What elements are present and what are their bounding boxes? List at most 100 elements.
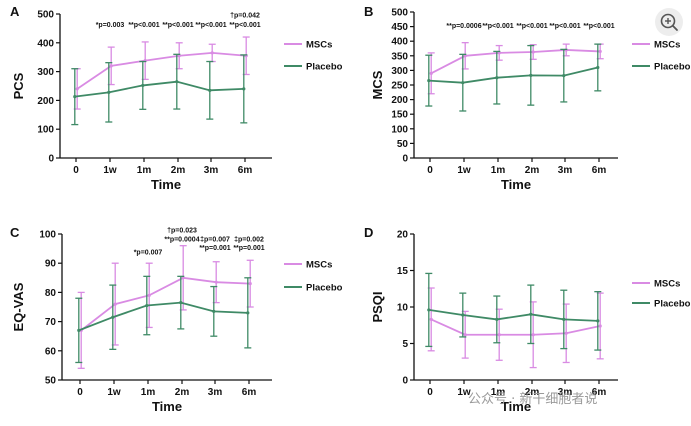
series-mscs <box>73 36 250 110</box>
significance-annotation: **p<0.001 <box>195 22 226 29</box>
significance-annotation: **p<0.001 <box>482 23 513 30</box>
significance-annotation: **p=0.001 <box>233 245 264 252</box>
data-point <box>141 83 145 88</box>
legend-label: MSCs <box>306 260 332 271</box>
data-point <box>73 95 77 99</box>
y-tick-label: 100 <box>391 124 408 135</box>
legend-label: MSCs <box>306 40 332 51</box>
y-tick-label: 20 <box>397 230 409 241</box>
data-point <box>179 301 183 305</box>
data-point <box>147 293 151 297</box>
x-axis-title: Time <box>152 399 182 414</box>
y-tick-label: 0 <box>402 154 408 165</box>
data-point <box>495 76 499 80</box>
series-line <box>428 309 598 322</box>
significance-annotation: **p<0.001 <box>229 22 260 29</box>
data-point <box>210 51 214 55</box>
x-tick-label: 1w <box>457 387 471 398</box>
x-axis-title: Time <box>501 399 531 414</box>
x-tick-label: 6m <box>592 165 607 176</box>
data-point <box>531 50 535 54</box>
series-line <box>80 276 251 332</box>
y-tick-label: 200 <box>391 95 408 106</box>
data-point <box>429 71 433 75</box>
zoom-button[interactable] <box>655 8 683 36</box>
y-axis-title: PSQI <box>370 291 385 322</box>
significance-annotation: **p<0.001 <box>128 22 159 29</box>
data-point <box>113 302 117 306</box>
series-mscs <box>427 42 604 95</box>
data-point <box>208 88 212 92</box>
series-mscs <box>77 245 254 369</box>
x-tick-label: 2m <box>171 165 186 176</box>
x-tick-label: 1m <box>137 165 152 176</box>
y-tick-label: 50 <box>397 139 409 150</box>
data-point <box>461 81 465 85</box>
data-point <box>242 87 246 91</box>
data-point <box>75 87 79 91</box>
y-tick-label: 250 <box>391 81 408 92</box>
legend-label: MSCs <box>654 40 680 51</box>
x-tick-label: 0 <box>77 387 83 398</box>
x-tick-label: 1m <box>491 165 506 176</box>
x-tick-label: 3m <box>558 387 573 398</box>
y-tick-label: 150 <box>391 110 408 121</box>
legend-label: Placebo <box>306 62 343 73</box>
data-point <box>107 90 111 94</box>
x-axis-title: Time <box>151 177 181 192</box>
y-tick-label: 300 <box>37 67 54 78</box>
data-point <box>427 308 431 312</box>
data-point <box>562 317 566 322</box>
y-tick-label: 450 <box>391 22 408 33</box>
y-axis-title: PCS <box>11 72 26 99</box>
x-tick-label: 3m <box>208 387 223 398</box>
y-tick-label: 15 <box>397 266 409 277</box>
x-tick-label: 1m <box>141 387 156 398</box>
data-point <box>463 54 467 58</box>
data-point <box>246 311 250 315</box>
y-tick-label: 0 <box>402 376 408 387</box>
y-tick-label: 500 <box>391 8 408 19</box>
data-point <box>531 333 535 337</box>
y-axis-title: MCS <box>370 70 385 99</box>
x-tick-label: 2m <box>525 387 540 398</box>
data-point <box>429 317 433 322</box>
x-tick-label: 6m <box>238 165 253 176</box>
x-axis-title: Time <box>501 177 531 192</box>
x-tick-label: 1m <box>491 387 506 398</box>
series-line <box>430 318 601 336</box>
data-point <box>175 80 179 84</box>
x-tick-label: 0 <box>427 387 433 398</box>
significance-annotation: †p=0.023 <box>167 228 197 235</box>
significance-annotation: ‡p=0.007 <box>200 236 230 243</box>
series-placebo <box>75 275 252 364</box>
panel-label: D <box>364 225 373 240</box>
series-line <box>74 80 244 98</box>
data-point <box>461 313 465 317</box>
y-tick-label: 400 <box>391 37 408 48</box>
x-tick-label: 3m <box>204 165 219 176</box>
data-point <box>529 312 533 316</box>
y-tick-label: 100 <box>37 125 54 136</box>
panel-a: A 0 100 200 300 400 500 0 1w 1m 2m 3m 6m Time PCS MSCs P… <box>10 4 343 192</box>
series-line <box>76 51 247 90</box>
significance-annotation: **p<0.001 <box>549 23 580 30</box>
x-tick-label: 6m <box>242 387 257 398</box>
data-point <box>596 65 600 70</box>
x-tick-label: 0 <box>73 165 79 176</box>
series-line <box>78 301 248 332</box>
series-line <box>428 66 599 84</box>
y-tick-label: 90 <box>45 259 57 270</box>
y-tick-label: 400 <box>37 38 54 49</box>
panel-label: C <box>10 225 20 240</box>
y-tick-label: 5 <box>402 339 408 350</box>
data-point <box>598 324 602 328</box>
x-tick-label: 3m <box>558 165 573 176</box>
y-tick-label: 100 <box>39 230 56 241</box>
x-tick-label: 1w <box>103 165 117 176</box>
x-tick-label: 6m <box>592 387 607 398</box>
y-tick-label: 60 <box>45 346 57 357</box>
data-point <box>495 317 499 322</box>
data-point <box>77 328 81 332</box>
